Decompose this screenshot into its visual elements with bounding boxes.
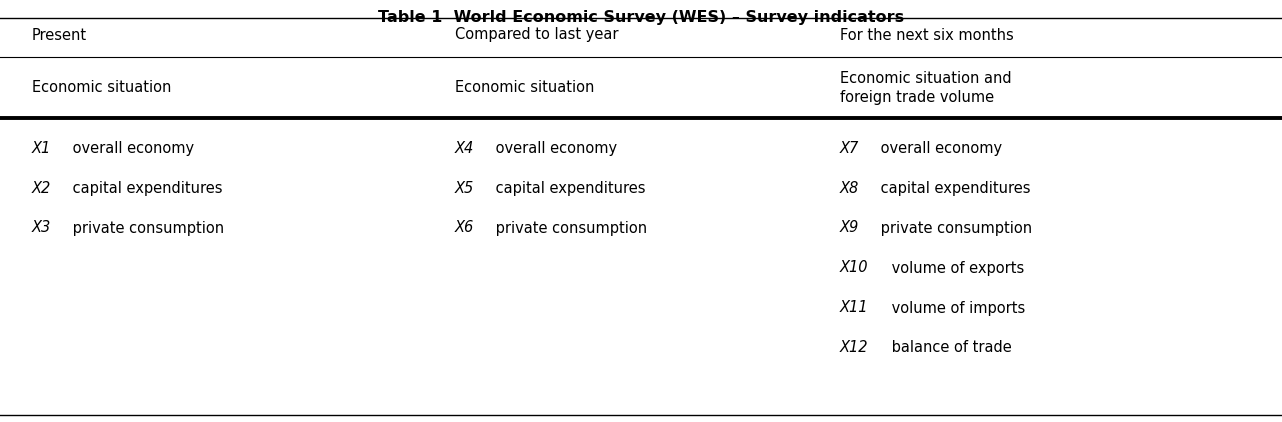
Text: private consumption: private consumption xyxy=(876,221,1032,235)
Text: private consumption: private consumption xyxy=(491,221,647,235)
Text: X12: X12 xyxy=(840,341,873,355)
Text: private consumption: private consumption xyxy=(68,221,224,235)
Text: X10: X10 xyxy=(840,260,873,276)
Text: Table 1  World Economic Survey (WES) – Survey indicators: Table 1 World Economic Survey (WES) – Su… xyxy=(378,10,904,25)
Text: overall economy: overall economy xyxy=(876,141,1001,155)
Text: X5: X5 xyxy=(455,181,479,195)
Text: Economic situation: Economic situation xyxy=(455,81,595,95)
Text: X8: X8 xyxy=(840,181,864,195)
Text: X7: X7 xyxy=(840,141,864,155)
Text: Economic situation: Economic situation xyxy=(32,81,172,95)
Text: Present: Present xyxy=(32,27,87,43)
Text: X1: X1 xyxy=(32,141,56,155)
Text: overall economy: overall economy xyxy=(68,141,194,155)
Text: volume of exports: volume of exports xyxy=(887,260,1024,276)
Text: Compared to last year: Compared to last year xyxy=(455,27,619,43)
Text: overall economy: overall economy xyxy=(491,141,617,155)
Text: capital expenditures: capital expenditures xyxy=(68,181,223,195)
Text: For the next six months: For the next six months xyxy=(840,27,1014,43)
Text: X6: X6 xyxy=(455,221,479,235)
Text: X11: X11 xyxy=(840,300,873,316)
Text: X2: X2 xyxy=(32,181,56,195)
Text: X3: X3 xyxy=(32,221,56,235)
Text: X4: X4 xyxy=(455,141,479,155)
Text: balance of trade: balance of trade xyxy=(887,341,1011,355)
Text: X9: X9 xyxy=(840,221,864,235)
Text: volume of imports: volume of imports xyxy=(887,300,1026,316)
Text: capital expenditures: capital expenditures xyxy=(876,181,1031,195)
Text: capital expenditures: capital expenditures xyxy=(491,181,646,195)
Text: Economic situation and
foreign trade volume: Economic situation and foreign trade vol… xyxy=(840,70,1011,106)
